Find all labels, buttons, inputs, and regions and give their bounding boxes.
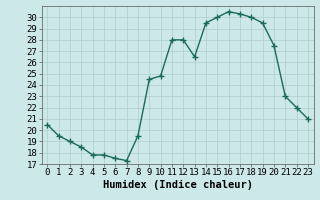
X-axis label: Humidex (Indice chaleur): Humidex (Indice chaleur)	[103, 180, 252, 190]
